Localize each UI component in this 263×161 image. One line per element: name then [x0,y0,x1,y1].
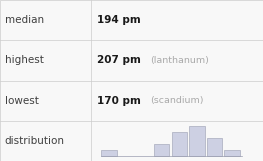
Text: distribution: distribution [5,136,65,146]
Text: (lanthanum): (lanthanum) [150,56,209,65]
Bar [101,150,117,156]
Bar [207,138,222,156]
Bar [172,132,187,156]
Bar [154,144,169,156]
Text: lowest: lowest [5,96,39,106]
Text: 170 pm: 170 pm [97,96,140,106]
Text: 194 pm: 194 pm [97,15,140,25]
Bar [224,150,240,156]
Text: median: median [5,15,44,25]
Text: highest: highest [5,55,44,65]
Bar [189,126,205,156]
Text: (scandium): (scandium) [150,96,204,105]
Text: 207 pm: 207 pm [97,55,140,65]
